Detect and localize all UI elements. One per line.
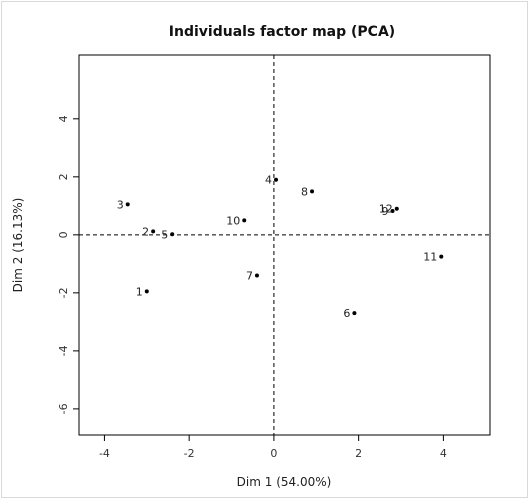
- point-label: 2: [142, 225, 149, 238]
- y-tick-label: 0: [57, 231, 70, 238]
- data-point: [242, 218, 247, 223]
- data-point: [390, 209, 395, 214]
- data-point: [439, 254, 444, 259]
- point-label: 10: [226, 214, 240, 227]
- data-point: [352, 311, 357, 316]
- data-point: [274, 177, 279, 182]
- y-tick-label: -2: [57, 287, 70, 298]
- point-label: 5: [161, 228, 168, 241]
- y-tick-label: -6: [57, 403, 70, 414]
- reference-lines: [79, 55, 490, 435]
- point-label: 12: [379, 203, 393, 216]
- point-label: 9: [382, 205, 389, 218]
- data-point: [170, 232, 175, 237]
- point-label: 1: [136, 285, 143, 298]
- point-label: 11: [423, 251, 437, 264]
- plot-area: [78, 54, 491, 436]
- data-point: [394, 206, 399, 211]
- chart-title: Individuals factor map (PCA): [169, 24, 395, 40]
- x-axis-ticks: -4 -2 0 2 4: [99, 435, 447, 460]
- x-tick-label: 4: [440, 447, 447, 460]
- data-point: [144, 289, 149, 294]
- y-tick-label: -4: [57, 345, 70, 356]
- x-axis-label: Dim 1 (54.00%): [237, 475, 332, 489]
- point-label: 8: [301, 185, 308, 198]
- x-tick-label: 0: [270, 447, 277, 460]
- x-tick-label: -4: [99, 447, 110, 460]
- point-label: 7: [246, 269, 253, 282]
- point-label: 4: [265, 174, 272, 187]
- y-tick-label: 2: [57, 173, 70, 180]
- x-tick-label: 2: [355, 447, 362, 460]
- point-label: 3: [117, 198, 124, 211]
- data-point: [254, 273, 259, 278]
- point-label: 6: [343, 307, 350, 320]
- y-tick-label: 4: [57, 115, 70, 122]
- data-point: [310, 189, 315, 194]
- data-point: [125, 202, 130, 207]
- x-tick-label: -2: [184, 447, 195, 460]
- data-point: [151, 229, 156, 234]
- y-axis-ticks: 4 2 0 -2 -4 -6: [57, 115, 79, 414]
- y-axis-label: Dim 2 (16.13%): [11, 198, 25, 293]
